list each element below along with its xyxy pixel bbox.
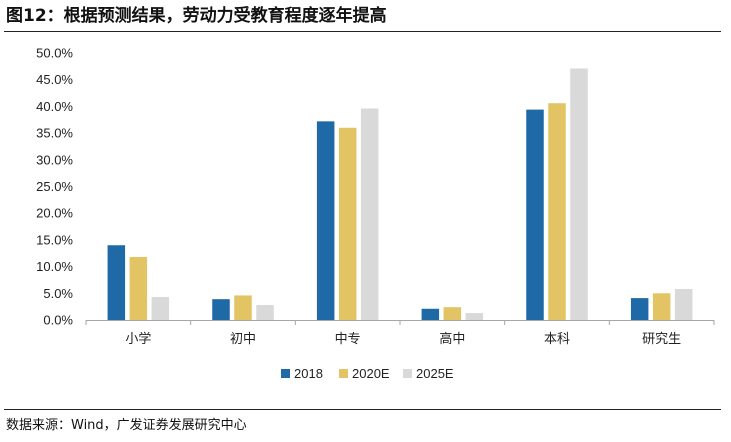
x-category-label: 初中: [230, 332, 256, 347]
y-tick-label: 25.0%: [36, 179, 73, 194]
legend-label-2018: 2018: [294, 366, 323, 381]
y-tick-label: 40.0%: [36, 99, 73, 114]
y-tick-label: 20.0%: [36, 206, 73, 221]
legend-swatch-2018: [281, 369, 290, 378]
source-note: 数据来源：Wind，广发证券发展研究中心: [6, 418, 247, 433]
y-tick-label: 35.0%: [36, 126, 73, 141]
x-axis-categories: 小学 初中 中专 高中 本科 研究生: [125, 331, 681, 347]
title-rule: [4, 31, 721, 32]
legend-label-2025E: 2025E: [416, 366, 454, 381]
source-rule: [4, 409, 721, 410]
bars: [107, 68, 693, 321]
bar-2018-研究生: [630, 298, 649, 320]
y-tick-label: 30.0%: [36, 152, 73, 167]
bar-2018-高中: [421, 308, 440, 320]
x-category-label: 中专: [335, 332, 361, 347]
y-tick-label: 45.0%: [36, 72, 73, 87]
bar-2020E-高中: [443, 307, 462, 320]
legend-swatch-2020E: [339, 369, 348, 378]
bar-2025E-中专: [360, 108, 379, 320]
bar-2025E-小学: [151, 297, 170, 320]
bar-2020E-初中: [234, 295, 252, 320]
bar-2018-中专: [316, 121, 335, 321]
legend-label-2020E: 2020E: [352, 366, 390, 381]
x-category-label: 研究生: [642, 332, 681, 347]
legend: 2018 2020E 2025E: [281, 366, 454, 381]
x-category-label: 本科: [544, 332, 570, 347]
bar-2018-小学: [107, 245, 126, 320]
y-tick-label: 5.0%: [43, 286, 73, 301]
bar-2020E-研究生: [652, 293, 671, 320]
y-tick-label: 0.0%: [43, 313, 73, 328]
bar-2018-初中: [212, 299, 230, 320]
bar-2025E-本科: [570, 68, 588, 321]
bar-2025E-研究生: [674, 289, 693, 320]
x-axis-tick-marks: [85, 320, 715, 325]
figure-title: 图12：根据预测结果，劳动力受教育程度逐年提高: [6, 6, 387, 26]
x-category-label: 小学: [125, 331, 151, 347]
y-tick-label: 10.0%: [36, 259, 73, 274]
bar-2020E-本科: [548, 103, 566, 320]
bar-2020E-小学: [129, 256, 148, 320]
bar-2018-本科: [526, 109, 544, 320]
y-tick-label: 50.0%: [36, 46, 73, 61]
bar-2025E-初中: [256, 305, 274, 320]
x-category-label: 高中: [439, 331, 465, 347]
legend-swatch-2025E: [403, 369, 412, 378]
y-tick-label: 15.0%: [36, 232, 73, 247]
bar-2020E-中专: [338, 127, 357, 320]
y-axis-ticks: 0.0% 5.0% 10.0% 15.0% 20.0% 25.0% 30.0% 35.0% 40…: [36, 46, 73, 328]
bar-2025E-高中: [465, 313, 484, 320]
